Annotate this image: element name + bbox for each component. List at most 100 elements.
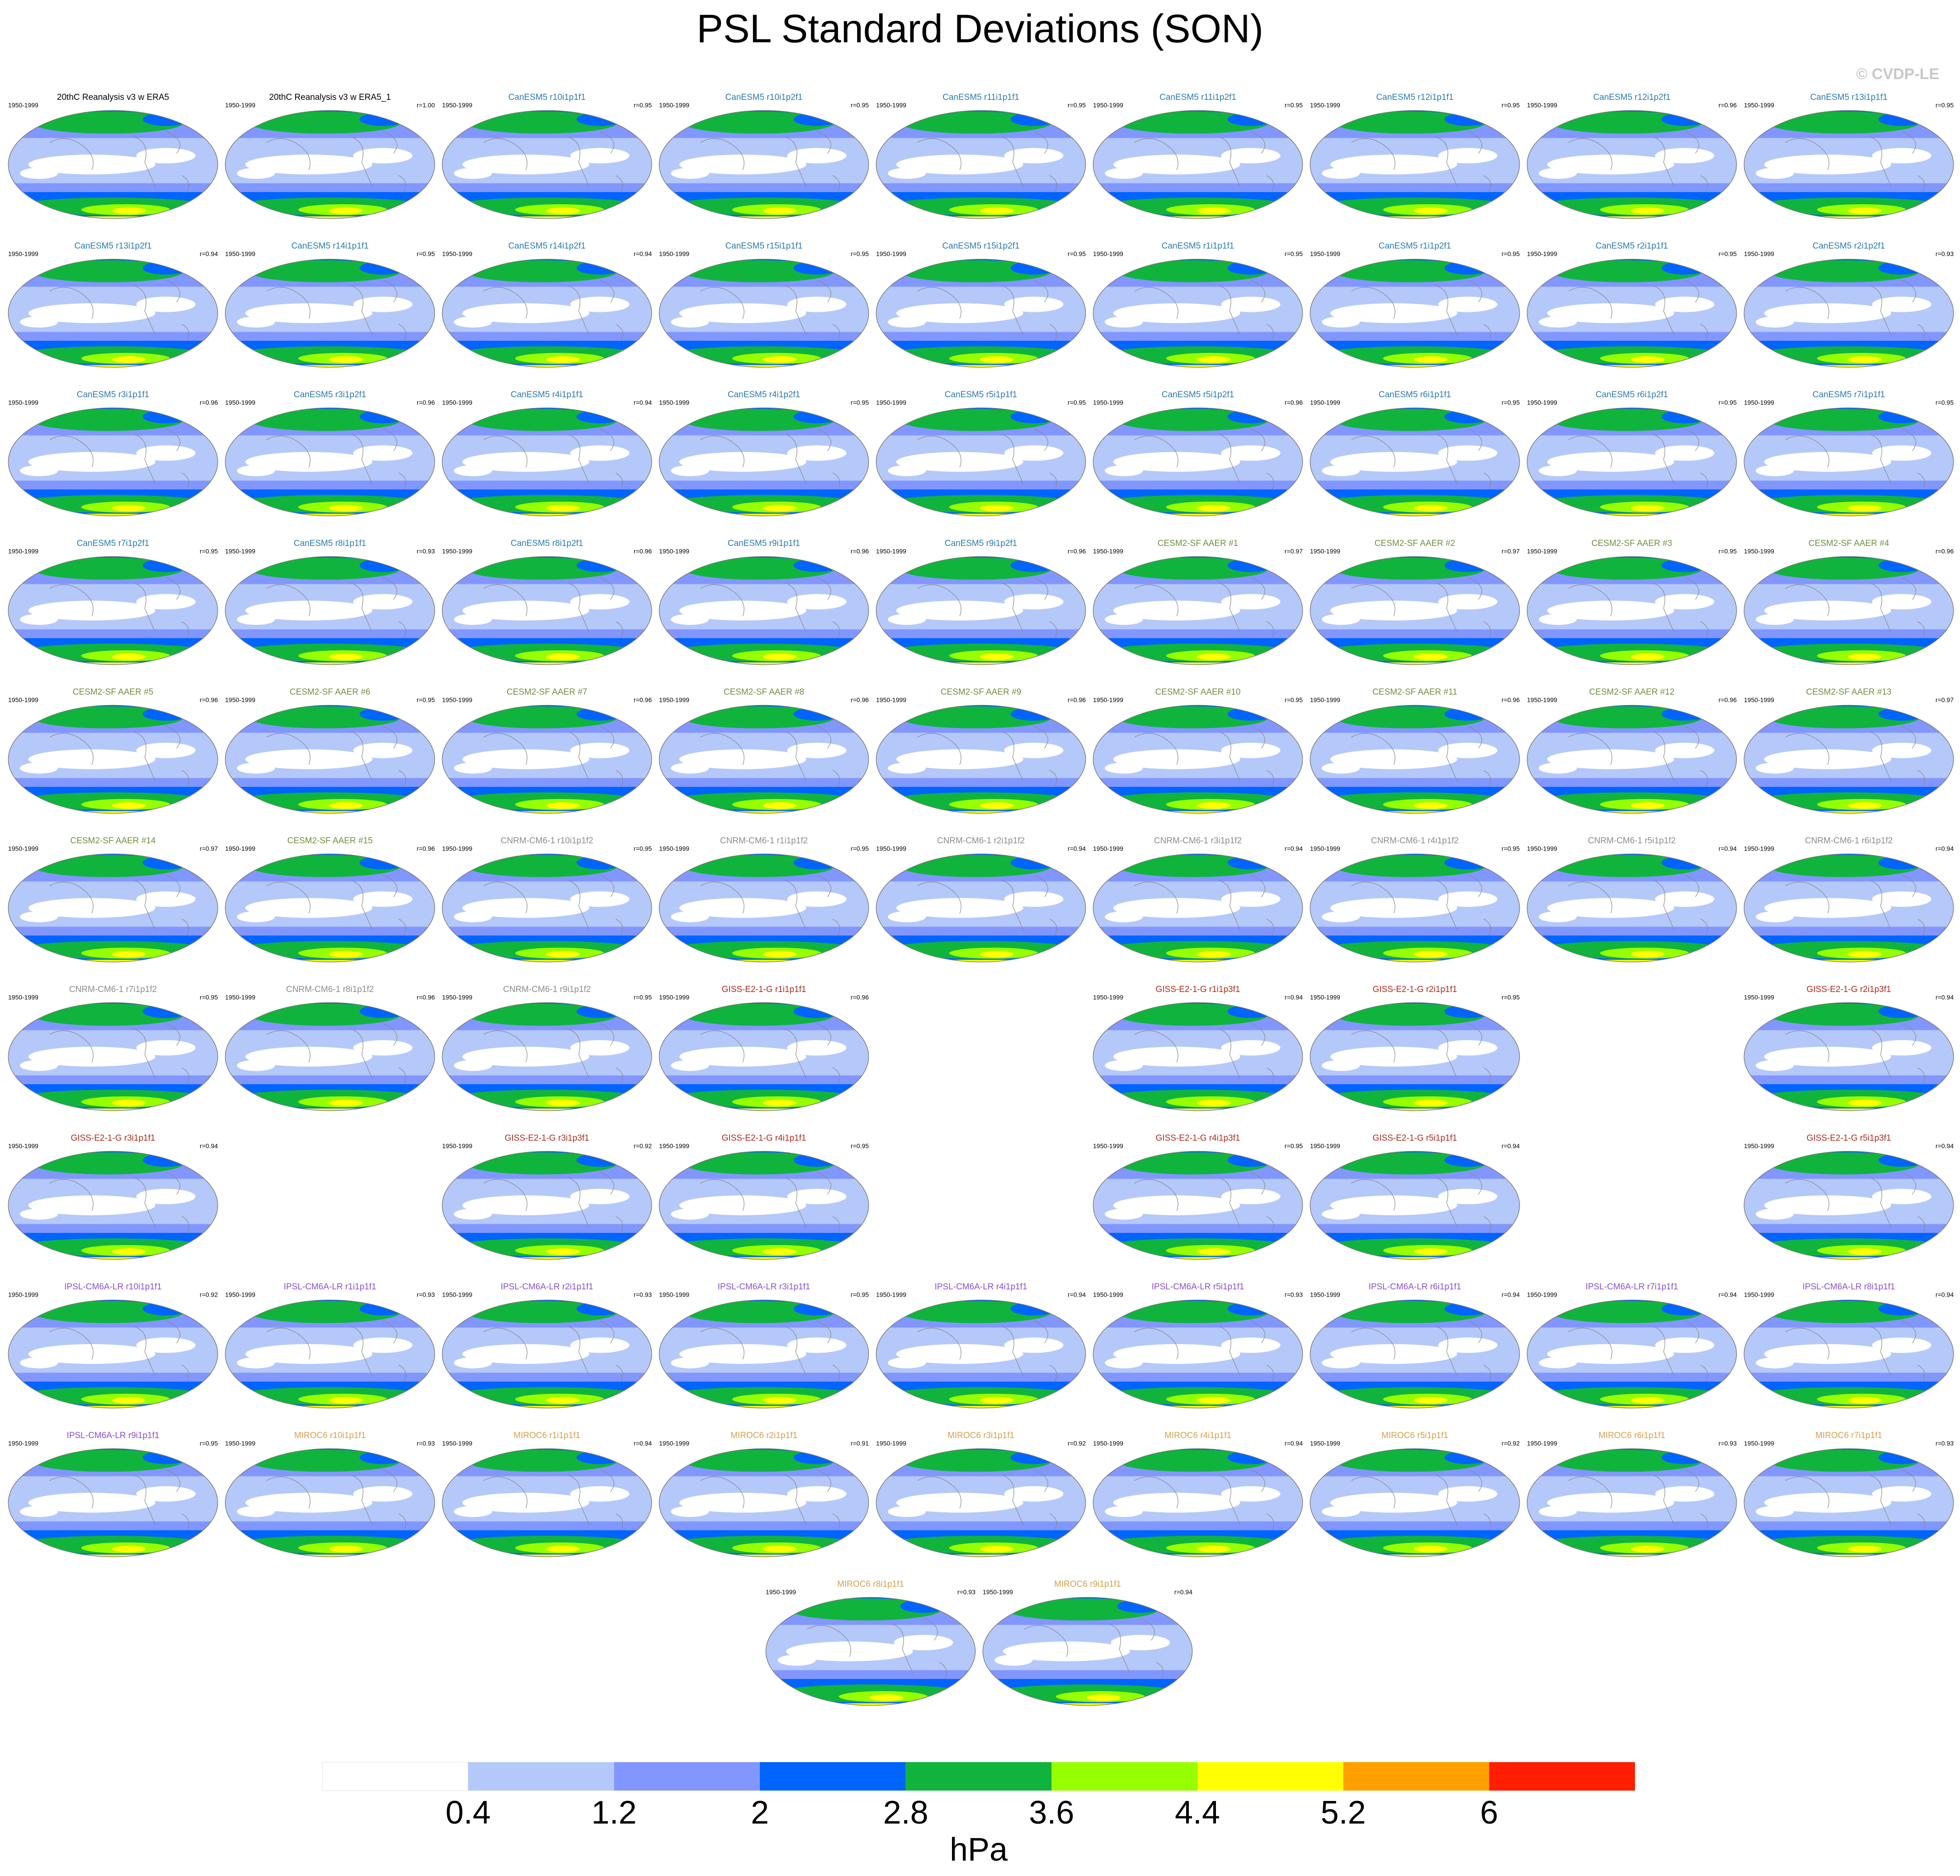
panel: MIROC6 r1i1p1f1 1950-1999 r=0.94	[441, 1431, 653, 1558]
panel: MIROC6 r5i1p1f1 1950-1999 r=0.92	[1309, 1431, 1521, 1558]
panel-correlation: r=0.93	[1285, 1291, 1303, 1298]
panel: CESM2-SF AAER #2 1950-1999 r=0.97	[1309, 539, 1521, 666]
panel-correlation: r=0.94	[1502, 1143, 1520, 1150]
panel-period: 1950-1999	[1744, 696, 1774, 704]
panel-period: 1950-1999	[1527, 1440, 1557, 1447]
panel-period: 1950-1999	[8, 845, 38, 852]
panel-correlation: r=0.95	[1502, 845, 1520, 852]
panel-period: 1950-1999	[1744, 250, 1774, 258]
map	[1526, 109, 1738, 220]
panel-title: MIROC6 r3i1p1f1	[947, 1431, 1014, 1440]
panel-correlation: r=0.96	[1719, 102, 1737, 109]
panel-correlation: r=0.93	[417, 548, 435, 555]
panel-correlation: r=0.93	[1936, 250, 1954, 258]
panel-title: IPSL-CM6A-LR r1i1p1f1	[284, 1282, 377, 1292]
panel-correlation: r=0.92	[634, 1143, 652, 1150]
map	[1743, 407, 1955, 517]
credit: © CVDP-LE	[1856, 66, 1939, 83]
panel-correlation: r=0.95	[851, 1291, 869, 1298]
panel-correlation: r=0.95	[851, 399, 869, 406]
panel-period: 1950-1999	[1310, 1143, 1340, 1150]
panel: IPSL-CM6A-LR r9i1p1f1 1950-1999 r=0.95	[7, 1431, 219, 1558]
panel-period: 1950-1999	[225, 548, 255, 555]
panel-title: CanESM5 r8i1p2f1	[511, 539, 584, 548]
panel-correlation: r=0.95	[1719, 548, 1737, 555]
map	[1743, 1299, 1955, 1409]
map	[1526, 258, 1738, 368]
panel-period: 1950-1999	[225, 696, 255, 704]
map	[1309, 1299, 1521, 1409]
panel-correlation: r=0.96	[417, 845, 435, 852]
panel-period: 1950-1999	[1744, 994, 1774, 1001]
panel-period: 1950-1999	[1527, 845, 1557, 852]
panel-correlation: r=0.96	[200, 399, 218, 406]
panel-correlation: r=0.96	[851, 994, 869, 1001]
panel-title: IPSL-CM6A-LR r9i1p1f1	[67, 1431, 160, 1440]
panel-period: 1950-1999	[876, 696, 906, 704]
map	[875, 407, 1087, 517]
panel-period: 1950-1999	[1744, 1143, 1774, 1150]
panel: IPSL-CM6A-LR r4i1p1f1 1950-1999 r=0.94	[875, 1282, 1087, 1409]
panel-period: 1950-1999	[8, 250, 38, 258]
panel-correlation: r=1.00	[417, 102, 435, 109]
panel-period: 1950-1999	[983, 1589, 1013, 1596]
panel: CNRM-CM6-1 r8i1p1f2 1950-1999 r=0.96	[224, 985, 436, 1112]
map	[7, 853, 219, 963]
panel-title: CNRM-CM6-1 r5i1p1f2	[1588, 836, 1676, 846]
map	[1309, 555, 1521, 666]
panel: CanESM5 r6i1p2f1 1950-1999 r=0.95	[1526, 390, 1738, 517]
panel-title: MIROC6 r7i1p1f1	[1815, 1431, 1882, 1440]
panel-title: GISS-E2-1-G r1i1p3f1	[1156, 985, 1240, 994]
colorbar-tick-label: 6	[1480, 1795, 1498, 1831]
panel-period: 1950-1999	[1527, 696, 1557, 704]
panel-correlation: r=0.95	[1285, 102, 1303, 109]
panel-title: CNRM-CM6-1 r6i1p1f2	[1805, 836, 1893, 846]
panel-title: CanESM5 r14i1p1f1	[291, 241, 368, 251]
panel-title: MIROC6 r2i1p1f1	[730, 1431, 797, 1440]
panel-title: IPSL-CM6A-LR r3i1p1f1	[718, 1282, 810, 1292]
panel-title: CanESM5 r13i1p1f1	[1810, 93, 1887, 102]
panel-period: 1950-1999	[8, 548, 38, 555]
panel-title: CNRM-CM6-1 r10i1p1f2	[501, 836, 594, 846]
colorbar-tick-label: 3.6	[1029, 1795, 1074, 1831]
panel: CanESM5 r12i1p2f1 1950-1999 r=0.96	[1526, 93, 1738, 220]
panel-title: CESM2-SF AAER #14	[70, 836, 155, 846]
map	[224, 1448, 436, 1558]
panel-title: CESM2-SF AAER #12	[1589, 687, 1674, 697]
panel-period: 1950-1999	[1093, 250, 1123, 258]
panel: CanESM5 r10i1p1f1 1950-1999 r=0.95	[441, 93, 653, 220]
map	[1309, 853, 1521, 963]
map	[1743, 853, 1955, 963]
panel: CanESM5 r4i1p2f1 1950-1999 r=0.95	[658, 390, 870, 517]
panel-period: 1950-1999	[442, 994, 472, 1001]
map	[875, 704, 1087, 814]
map	[7, 258, 219, 368]
map	[224, 258, 436, 368]
map	[1092, 1150, 1304, 1260]
panel-title: IPSL-CM6A-LR r4i1p1f1	[935, 1282, 1027, 1292]
panel-correlation: r=0.94	[634, 250, 652, 258]
panel-title: GISS-E2-1-G r2i1p1f1	[1373, 985, 1457, 994]
panel-period: 1950-1999	[1310, 548, 1340, 555]
map	[441, 555, 653, 666]
colorbar-tick-label: 0.4	[446, 1795, 491, 1831]
map	[875, 1448, 1087, 1558]
panel-period: 1950-1999	[766, 1589, 796, 1596]
map	[875, 109, 1087, 220]
panel-correlation: r=0.95	[1502, 102, 1520, 109]
panel-period: 1950-1999	[225, 1291, 255, 1298]
panel-period: 1950-1999	[8, 399, 38, 406]
panel: CanESM5 r11i1p2f1 1950-1999 r=0.95	[1092, 93, 1304, 220]
colorbar-box	[1343, 1762, 1489, 1791]
panel-period: 1950-1999	[442, 399, 472, 406]
panel-correlation: r=0.94	[634, 1440, 652, 1447]
panel-title: CanESM5 r3i1p1f1	[77, 390, 150, 400]
map	[1309, 258, 1521, 368]
panel: MIROC6 r8i1p1f1 1950-1999 r=0.93	[765, 1580, 976, 1707]
panel-period: 1950-1999	[1093, 696, 1123, 704]
panel-period: 1950-1999	[1093, 1143, 1123, 1150]
map	[1526, 555, 1738, 666]
panel-period: 1950-1999	[1527, 250, 1557, 258]
panel-correlation: r=0.94	[1285, 1440, 1303, 1447]
